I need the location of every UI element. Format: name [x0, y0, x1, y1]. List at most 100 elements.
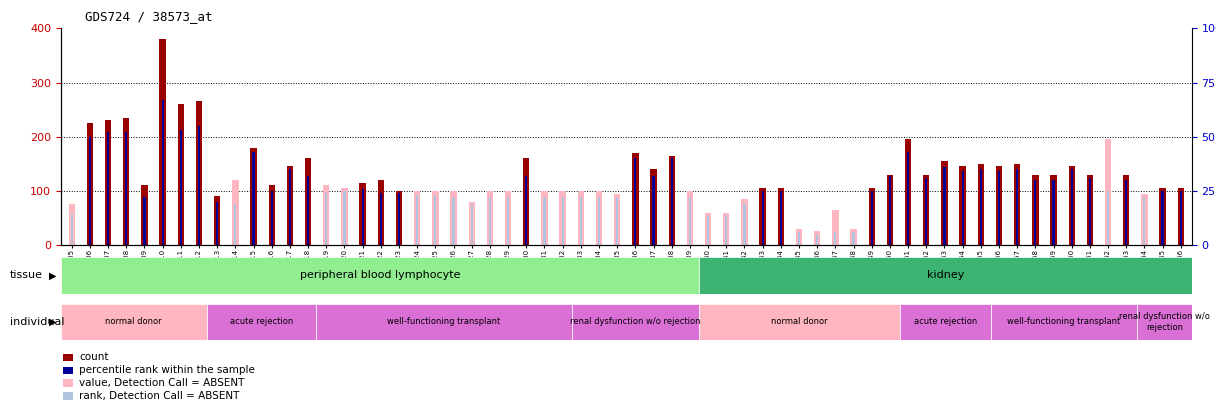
Text: acute rejection: acute rejection	[230, 318, 293, 326]
Bar	[507, 197, 510, 245]
Bar	[468, 202, 475, 245]
Bar	[271, 191, 272, 245]
Text: rank, Detection Call = ABSENT: rank, Detection Call = ABSENT	[79, 391, 240, 401]
Bar	[795, 229, 803, 245]
Bar	[544, 197, 546, 245]
Bar	[925, 178, 928, 245]
Bar	[141, 185, 147, 245]
Bar	[578, 191, 584, 245]
Bar	[1087, 175, 1093, 245]
Text: acute rejection: acute rejection	[913, 318, 978, 326]
Bar	[361, 189, 364, 245]
Bar	[288, 169, 291, 245]
Bar	[253, 152, 254, 245]
Bar	[617, 197, 618, 245]
Text: renal dysfunction w/o
rejection: renal dysfunction w/o rejection	[1119, 312, 1210, 332]
Bar	[596, 191, 602, 245]
Bar	[162, 100, 164, 245]
Bar	[688, 197, 691, 245]
Text: kidney: kidney	[927, 271, 964, 280]
Bar	[651, 169, 657, 245]
Bar	[123, 118, 129, 245]
Bar	[342, 188, 348, 245]
Bar	[486, 191, 492, 245]
Bar	[306, 176, 309, 245]
Bar	[632, 153, 638, 245]
Bar	[180, 130, 182, 245]
Bar	[196, 102, 202, 245]
Bar	[1107, 191, 1109, 245]
Bar	[1070, 169, 1073, 245]
Bar	[1069, 166, 1075, 245]
Bar	[760, 188, 766, 245]
Bar	[143, 197, 146, 245]
Bar	[398, 193, 400, 245]
Bar	[86, 123, 94, 245]
Bar	[777, 188, 784, 245]
Bar	[996, 166, 1002, 245]
Bar	[216, 202, 218, 245]
Bar	[699, 304, 900, 340]
Text: normal donor: normal donor	[106, 318, 162, 326]
Bar	[1052, 180, 1054, 245]
Bar	[71, 213, 73, 245]
Bar	[269, 185, 275, 245]
Bar	[959, 166, 966, 245]
Bar	[724, 213, 730, 245]
Bar	[1125, 180, 1127, 245]
Bar	[1159, 188, 1166, 245]
Bar	[323, 185, 330, 245]
Bar	[850, 229, 857, 245]
Bar	[905, 139, 911, 245]
Bar	[834, 232, 837, 245]
Bar	[1124, 175, 1130, 245]
Bar	[1177, 188, 1184, 245]
Bar	[868, 188, 874, 245]
Text: normal donor: normal donor	[771, 318, 828, 326]
Text: peripheral blood lymphocyte: peripheral blood lymphocyte	[300, 271, 460, 280]
Bar	[343, 191, 345, 245]
Bar	[635, 158, 636, 245]
Bar	[761, 191, 764, 245]
Bar	[1137, 304, 1192, 340]
Bar	[125, 132, 128, 245]
Bar	[434, 195, 437, 245]
Bar	[886, 175, 893, 245]
Bar	[699, 257, 1192, 294]
Bar	[471, 204, 473, 245]
Bar	[980, 169, 981, 245]
Bar	[871, 191, 873, 245]
Bar	[525, 176, 528, 245]
Bar	[432, 191, 439, 245]
Text: well-functioning transplant: well-functioning transplant	[1007, 318, 1121, 326]
Bar	[305, 158, 311, 245]
Bar	[562, 197, 564, 245]
Bar	[598, 197, 599, 245]
Bar	[178, 104, 184, 245]
Text: percentile rank within the sample: percentile rank within the sample	[79, 365, 255, 375]
Bar	[1142, 194, 1148, 245]
Bar	[541, 191, 547, 245]
Bar	[89, 136, 91, 245]
Bar	[235, 204, 236, 245]
Bar	[941, 161, 947, 245]
Bar	[505, 191, 511, 245]
Bar	[900, 304, 991, 340]
Bar	[907, 152, 910, 245]
Bar	[1105, 139, 1111, 245]
Text: GDS724 / 38573_at: GDS724 / 38573_at	[85, 10, 213, 23]
Bar	[889, 176, 891, 245]
Bar	[1017, 169, 1018, 245]
Text: well-functioning transplant: well-functioning transplant	[387, 318, 501, 326]
Bar	[413, 191, 421, 245]
Bar	[614, 194, 620, 245]
Bar	[1088, 178, 1091, 245]
Bar	[395, 191, 402, 245]
Bar	[1035, 180, 1036, 245]
Bar	[378, 180, 384, 245]
Bar	[232, 180, 238, 245]
Bar	[706, 215, 709, 245]
Bar	[742, 199, 748, 245]
Bar	[325, 193, 327, 245]
Bar	[1032, 175, 1038, 245]
